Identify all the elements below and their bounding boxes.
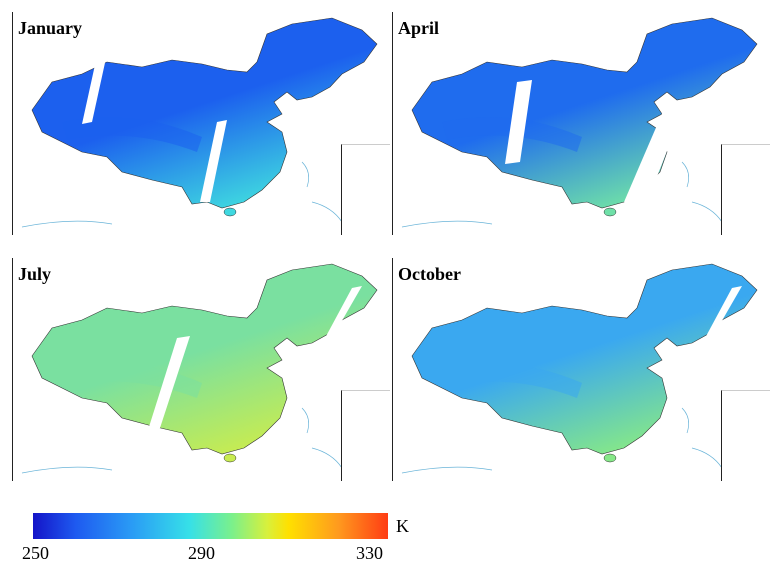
china-map-april: [401, 17, 758, 228]
south-china-sea-inset: [341, 144, 390, 235]
colorbar-unit: K: [396, 516, 409, 536]
colorbar: [33, 513, 388, 539]
map-panel-april: April: [392, 12, 770, 235]
panel-frame: [392, 258, 770, 481]
china-map-january: [21, 17, 378, 228]
colorbar-tick-290: 290: [188, 543, 215, 563]
china-map-october: [401, 263, 758, 474]
panel-frame: [12, 258, 390, 481]
panel-frame: [392, 12, 770, 235]
map-panel-july: July: [12, 258, 390, 481]
map-panel-october: October: [392, 258, 770, 481]
panel-frame: [12, 12, 390, 235]
china-map-july: [21, 263, 378, 474]
month-label: October: [398, 264, 461, 284]
colorbar-tick-330: 330: [356, 543, 383, 563]
month-label: January: [18, 18, 83, 38]
month-label: July: [18, 264, 52, 284]
month-label: April: [398, 18, 440, 38]
south-china-sea-inset: [341, 390, 390, 481]
south-china-sea-inset: [721, 144, 770, 235]
south-china-sea-inset: [721, 390, 770, 481]
colorbar-tick-250: 250: [22, 543, 49, 563]
map-panel-january: January: [12, 12, 390, 235]
